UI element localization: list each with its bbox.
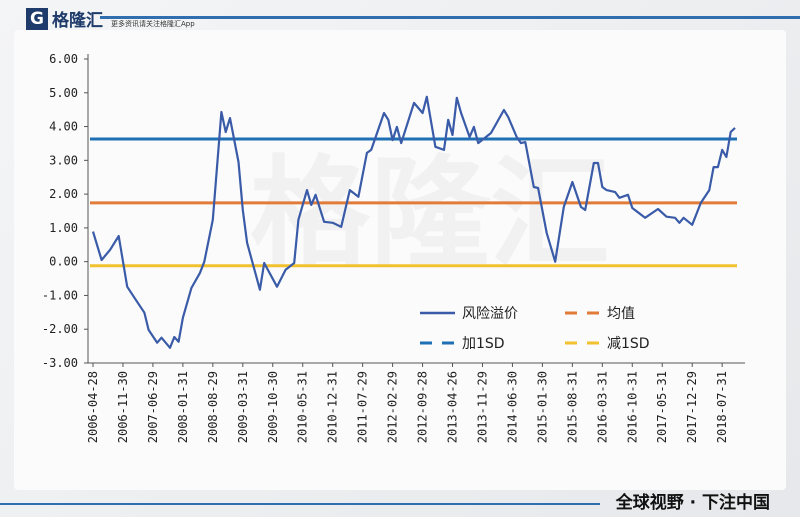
x-tick-label: 2015-01-30	[535, 371, 549, 443]
x-tick-label: 2014-06-30	[505, 371, 519, 443]
x-tick-label: 2011-07-29	[356, 371, 370, 443]
x-tick-label: 2017-12-29	[685, 371, 699, 443]
y-tick-label: 4.00	[49, 120, 78, 134]
y-tick-label: 0.00	[49, 255, 78, 269]
y-tick-label: 5.00	[49, 86, 78, 100]
series-line-risk-premium	[91, 95, 736, 349]
x-tick-label: 2016-03-31	[595, 371, 609, 443]
x-tick-label: 2012-02-29	[386, 371, 400, 443]
x-tick-label: 2007-06-29	[146, 371, 160, 443]
y-tick-label: 6.00	[49, 52, 78, 66]
x-tick-label: 2016-10-31	[625, 371, 639, 443]
y-tick-label: 3.00	[49, 153, 78, 167]
x-tick-label: 2006-04-28	[86, 371, 100, 443]
x-tick-label: 2009-10-30	[266, 371, 280, 443]
header-divider	[100, 16, 800, 19]
legend-label: 减1SD	[607, 336, 650, 352]
x-tick-label: 2013-04-26	[446, 371, 460, 443]
x-tick-label: 2010-05-31	[296, 371, 310, 443]
x-tick-label: 2013-11-29	[475, 371, 489, 443]
chart-panel	[14, 30, 786, 490]
legend-label: 风险溢价	[462, 306, 518, 322]
watermark: 格隆汇	[250, 145, 610, 284]
legend-label: 加1SD	[462, 336, 505, 352]
tagline: 更多资讯请关注格隆汇App	[111, 19, 195, 28]
x-tick-label: 2017-05-31	[655, 371, 669, 443]
logo: G 格隆汇 更多资讯请关注格隆汇App	[26, 6, 195, 31]
footer-slogan: 全球视野 · 下注中国	[615, 493, 770, 513]
footer-divider	[0, 503, 600, 505]
x-tick-label: 2018-07-31	[715, 371, 729, 443]
x-tick-label: 2010-12-31	[326, 371, 340, 443]
y-tick-label: -3.00	[42, 356, 78, 370]
y-tick-label: 2.00	[49, 187, 78, 201]
x-tick-label: 2015-08-31	[565, 371, 579, 443]
x-tick-label: 2008-01-31	[176, 371, 190, 443]
x-tick-label: 2012-09-28	[416, 371, 430, 443]
x-tick-label: 2009-03-31	[236, 371, 250, 443]
x-tick-label: 2008-08-29	[206, 371, 220, 443]
legend-label: 均值	[607, 306, 635, 322]
y-tick-label: 1.00	[49, 221, 78, 235]
x-tick-label: 2006-11-30	[116, 371, 130, 443]
logo-name: 格隆汇	[52, 11, 103, 31]
y-tick-label: -1.00	[42, 288, 78, 302]
logo-icon: G	[26, 7, 48, 30]
y-tick-label: -2.00	[42, 322, 78, 336]
